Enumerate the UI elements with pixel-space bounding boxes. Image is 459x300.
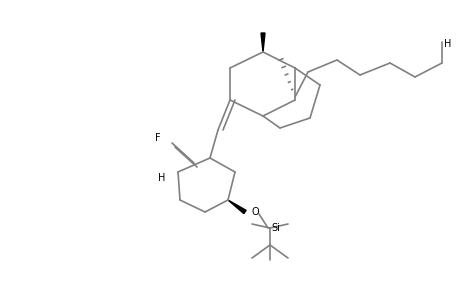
Text: H: H	[443, 39, 451, 49]
Text: O: O	[251, 207, 258, 217]
Polygon shape	[260, 33, 264, 52]
Text: F: F	[155, 133, 161, 143]
Text: Si: Si	[271, 223, 280, 233]
Text: H: H	[157, 173, 165, 183]
Polygon shape	[228, 200, 246, 214]
